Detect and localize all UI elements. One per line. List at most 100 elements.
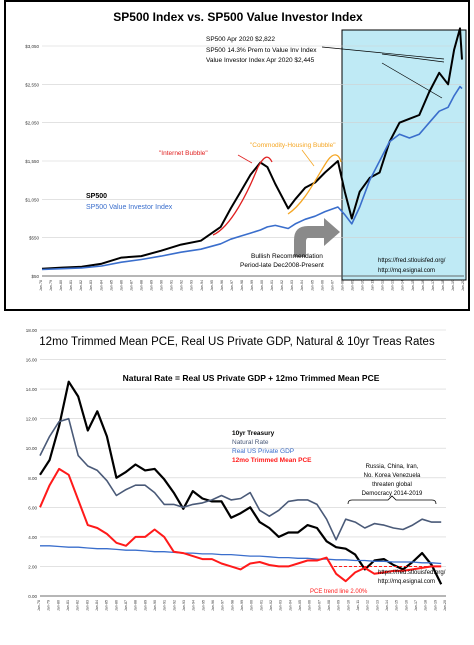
y-tick-label: $1,550 bbox=[25, 159, 39, 164]
sp500-chart-title: SP500 Index vs. SP500 Value Investor Ind… bbox=[113, 10, 363, 24]
housing-bubble-label: "Commodity-Housing Bubble" bbox=[250, 142, 336, 149]
x-tick-label: Jan-89 bbox=[150, 280, 154, 291]
x-tick-label: Jan-11 bbox=[356, 600, 360, 611]
x-tick-label: Jan-07 bbox=[330, 280, 334, 291]
x-tick-label: Jan-01 bbox=[259, 600, 263, 611]
x-tick-label: Jan-94 bbox=[192, 600, 196, 611]
x-tick-label: Jan-84 bbox=[99, 280, 103, 291]
rates-series-lines bbox=[39, 380, 443, 585]
x-tick-label: Jan-17 bbox=[414, 600, 418, 611]
internet-bubble-outline bbox=[212, 156, 273, 236]
x-tick-label: Jan-93 bbox=[182, 600, 186, 611]
y-tick-label: 12.00 bbox=[26, 417, 38, 422]
x-tick-label: Jan-87 bbox=[129, 280, 133, 291]
x-tick-label: Jan-08 bbox=[340, 280, 344, 291]
y-tick-label: $2,550 bbox=[25, 82, 39, 87]
x-tick-label: Jan-00 bbox=[260, 280, 264, 291]
geo-annotation-1: Russia, China, Iran, bbox=[366, 464, 419, 470]
x-tick-label: Jan-97 bbox=[221, 600, 225, 611]
series-line-12mo-trimmed-mean-pce bbox=[39, 467, 442, 583]
x-tick-label: Jan-87 bbox=[124, 600, 128, 611]
sp500-chart: $3,050$2,550$2,050$1,550$1,050$550$50Jan… bbox=[25, 10, 467, 291]
x-tick-label: Jan-03 bbox=[290, 280, 294, 291]
x-tick-label: Jan-79 bbox=[47, 600, 51, 611]
housing-bubble-outline bbox=[287, 154, 342, 215]
x-tick-label: Jan-15 bbox=[395, 600, 399, 611]
rates-axes: 18.00 16.00 14.00 12.00 10.00 8.00 6.00 4.00 2.0… bbox=[26, 328, 447, 611]
sp500-axes: $3,050$2,550$2,050$1,550$1,050$550$50Jan… bbox=[25, 44, 465, 291]
x-tick-label: Jan-05 bbox=[298, 600, 302, 611]
series-line-sp500 bbox=[41, 27, 463, 270]
x-tick-label: Jan-89 bbox=[143, 600, 147, 611]
x-tick-label: Jan-16 bbox=[404, 600, 408, 611]
legend-value-investor: SP500 Value Investor Index bbox=[86, 204, 173, 211]
rates-grid bbox=[40, 329, 446, 597]
x-tick-label: Jan-95 bbox=[201, 600, 205, 611]
x-tick-label: Jan-99 bbox=[240, 600, 244, 611]
rates-chart-title: 12mo Trimmed Mean PCE, Real US Private G… bbox=[39, 336, 435, 348]
series-line-10yr-treasury bbox=[39, 380, 443, 585]
legend-natural-rate: Natural Rate bbox=[232, 439, 269, 446]
x-tick-label: Jan-08 bbox=[327, 600, 331, 611]
x-tick-label: Jan-84 bbox=[95, 600, 99, 611]
legend-sp500: SP500 bbox=[86, 193, 107, 200]
annotation-pointer-1 bbox=[321, 46, 445, 60]
y-tick-label: 8.00 bbox=[28, 476, 37, 481]
x-tick-label: Jan-01 bbox=[270, 280, 274, 291]
x-tick-label: Jan-88 bbox=[139, 280, 143, 291]
x-tick-label: Jan-90 bbox=[160, 280, 164, 291]
y-tick-label: 10.00 bbox=[26, 446, 38, 451]
x-tick-label: Jan-88 bbox=[134, 600, 138, 611]
y-tick-label: 18.00 bbox=[26, 328, 38, 333]
rates-chart: 12mo Trimmed Mean PCE, Real US Private G… bbox=[26, 328, 447, 611]
series-line-sp500-value-investor-index bbox=[41, 85, 463, 271]
x-tick-label: Jan-91 bbox=[163, 600, 167, 611]
internet-bubble-pointer bbox=[237, 154, 253, 164]
annotation-premium: SP500 14.3% Prem to Value Inv Index bbox=[206, 47, 317, 54]
geo-bracket bbox=[347, 495, 437, 505]
x-tick-label: Jan-18 bbox=[441, 280, 445, 291]
y-tick-label: $550 bbox=[29, 236, 40, 241]
x-tick-label: Jan-97 bbox=[230, 280, 234, 291]
x-tick-label: Jan-82 bbox=[76, 600, 80, 611]
y-tick-label: $50 bbox=[31, 274, 39, 279]
x-tick-label: Jan-81 bbox=[69, 280, 73, 291]
x-tick-label: Jan-81 bbox=[66, 600, 70, 611]
y-tick-label: 0.00 bbox=[28, 594, 37, 599]
x-tick-label: Jan-95 bbox=[210, 280, 214, 291]
x-tick-label: Jan-02 bbox=[280, 280, 284, 291]
x-tick-label: Jan-11 bbox=[371, 280, 375, 291]
x-tick-label: Jan-06 bbox=[308, 600, 312, 611]
x-tick-label: Jan-82 bbox=[79, 280, 83, 291]
x-tick-label: Jan-04 bbox=[288, 600, 292, 611]
x-tick-label: Jan-85 bbox=[105, 600, 109, 611]
y-tick-label: 14.00 bbox=[26, 387, 38, 392]
x-tick-label: Jan-20 bbox=[461, 280, 465, 291]
y-tick-label: $3,050 bbox=[25, 44, 39, 49]
x-tick-label: Jan-12 bbox=[366, 600, 370, 611]
x-tick-label: Jan-90 bbox=[153, 600, 157, 611]
x-tick-label: Jan-86 bbox=[119, 280, 123, 291]
x-tick-label: Jan-98 bbox=[240, 280, 244, 291]
sp500-chart-panel: $3,050 $2,550 $2,050 $1,550 $1,050 $550 $50 Jan… bbox=[4, 0, 470, 311]
annotation-sp500-apr2020: SP500 Apr 2020 $2,822 bbox=[206, 36, 275, 43]
x-tick-label: Jan-03 bbox=[279, 600, 283, 611]
y-tick-label: $2,050 bbox=[25, 121, 39, 126]
rates-chart-panel: 12mo Trimmed Mean PCE, Real US Private G… bbox=[4, 318, 470, 643]
legend-real-gdp: Real US Private GDP bbox=[232, 448, 294, 455]
x-tick-label: Jan-14 bbox=[385, 600, 389, 611]
x-tick-label: Jan-80 bbox=[59, 280, 63, 291]
x-tick-label: Jan-13 bbox=[375, 600, 379, 611]
x-tick-label: Jan-17 bbox=[431, 280, 435, 291]
x-tick-label: Jan-92 bbox=[172, 600, 176, 611]
x-tick-label: Jan-91 bbox=[170, 280, 174, 291]
legend-trimmed-pce: 12mo Trimmed Mean PCE bbox=[232, 457, 312, 464]
x-tick-label: Jan-05 bbox=[310, 280, 314, 291]
x-tick-label: Jan-04 bbox=[300, 280, 304, 291]
y-tick-label: 2.00 bbox=[28, 564, 37, 569]
x-tick-label: Jan-14 bbox=[401, 280, 405, 291]
sp500-series-lines bbox=[41, 27, 463, 271]
x-tick-label: Jan-13 bbox=[391, 280, 395, 291]
x-tick-label: Jan-79 bbox=[49, 280, 53, 291]
x-tick-label: Jan-16 bbox=[421, 280, 425, 291]
